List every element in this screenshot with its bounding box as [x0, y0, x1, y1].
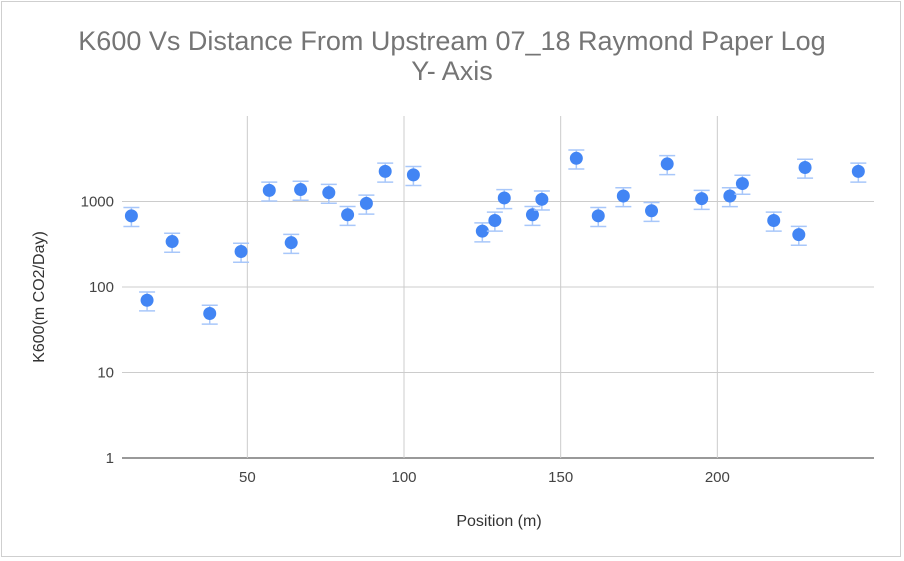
data-point [165, 235, 179, 249]
data-point [525, 208, 539, 222]
y-tick-label: 100 [89, 279, 114, 296]
y-axis-title: K600(m CO2/Day) [31, 231, 48, 363]
y-tick-label: 10 [97, 365, 114, 382]
data-point [488, 213, 502, 227]
data-point [124, 209, 138, 223]
data-point [497, 191, 511, 205]
data-point [767, 213, 781, 227]
x-tick-label: 150 [548, 469, 573, 486]
x-tick-label: 100 [391, 469, 416, 486]
data-point [695, 192, 709, 206]
chart-title: K600 Vs Distance From Upstream 07_18 Ray… [0, 26, 904, 86]
x-axis-title: Position (m) [456, 513, 541, 530]
data-point [616, 189, 630, 203]
data-point [262, 183, 276, 197]
data-point [322, 186, 336, 200]
x-tick-label: 50 [239, 469, 256, 486]
data-point [359, 196, 373, 210]
data-point [591, 209, 605, 223]
chart-title-line1: K600 Vs Distance From Upstream 07_18 Ray… [78, 26, 826, 56]
data-point [735, 177, 749, 191]
data-point [645, 204, 659, 218]
data-point [140, 293, 154, 307]
data-point [475, 224, 489, 238]
data-point [792, 228, 806, 242]
x-tick-label: 200 [705, 469, 730, 486]
grid-lines [122, 116, 874, 459]
data-series [123, 149, 867, 325]
data-point [569, 151, 583, 165]
data-point [234, 245, 248, 259]
data-point [203, 306, 217, 320]
data-point [284, 236, 298, 250]
data-point [798, 160, 812, 174]
chart-title-line2: Y- Axis [411, 56, 493, 86]
data-point [341, 208, 355, 222]
data-point [406, 168, 420, 182]
data-point [851, 164, 865, 178]
data-point [660, 157, 674, 171]
tick-labels: 1 10 100 1000 50 100 150 200 [81, 194, 730, 487]
data-point [378, 164, 392, 178]
y-tick-label: 1000 [81, 194, 114, 211]
data-point [294, 183, 308, 197]
data-point [535, 192, 549, 206]
y-tick-label: 1 [106, 450, 114, 467]
data-point [723, 189, 737, 203]
